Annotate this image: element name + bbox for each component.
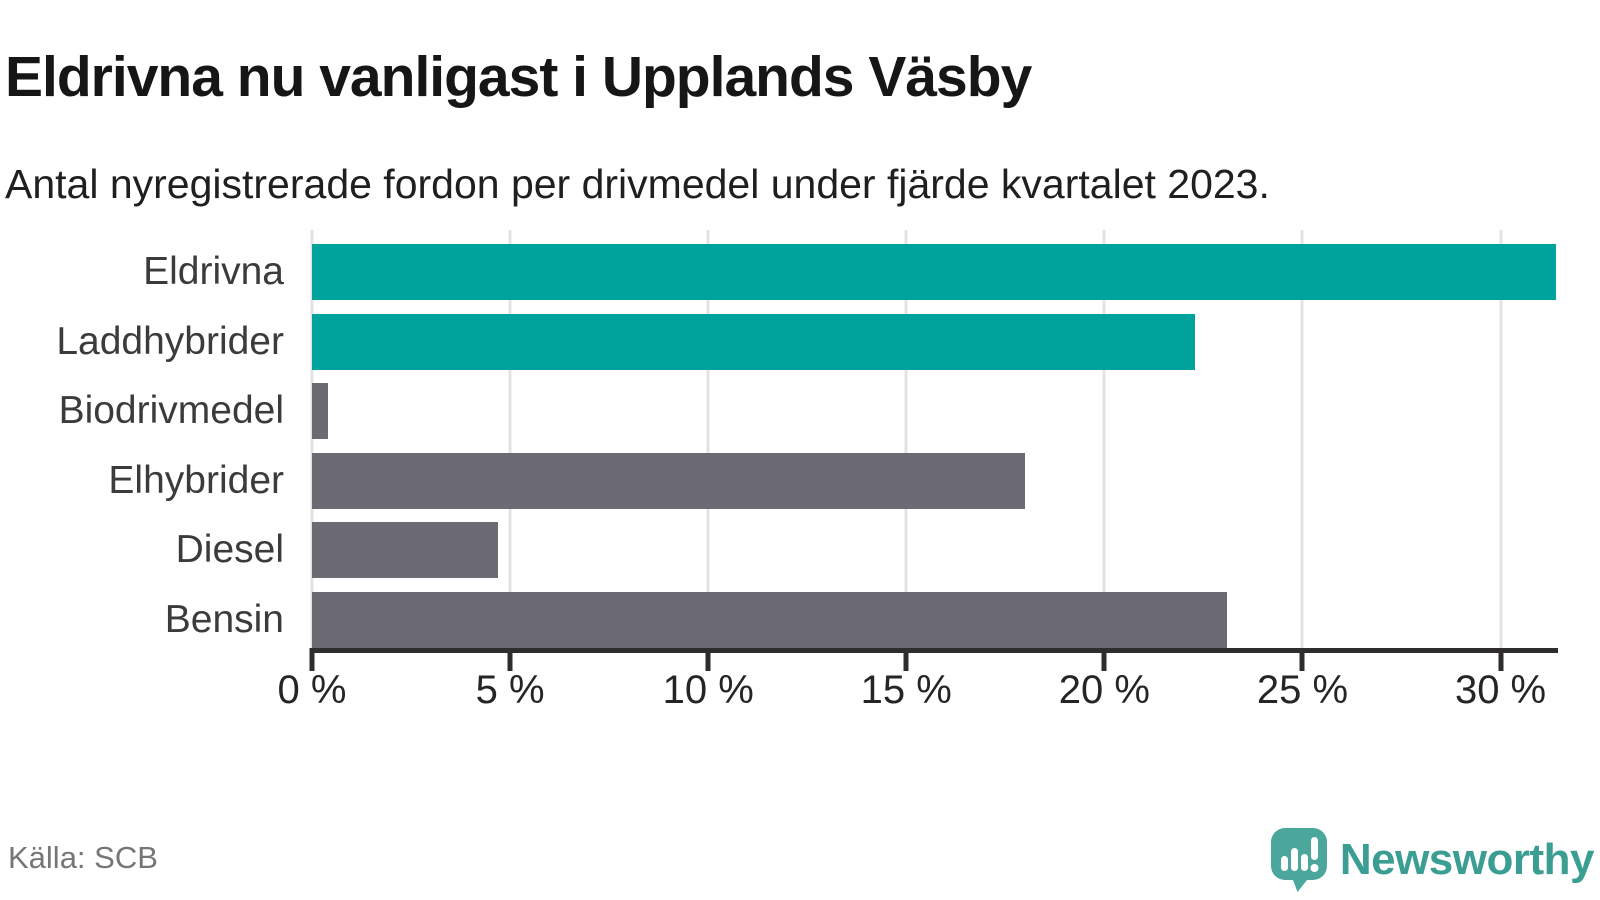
x-tick-20 bbox=[1101, 648, 1107, 671]
x-tick-0 bbox=[309, 648, 315, 671]
bar-bensin bbox=[312, 591, 1228, 648]
x-tick-25 bbox=[1299, 648, 1305, 671]
gridline-15 bbox=[904, 230, 908, 648]
bar-laddhybrider bbox=[312, 313, 1196, 370]
gridline-30 bbox=[1499, 230, 1503, 648]
chart-title: Eldrivna nu vanligast i Upplands Väsby bbox=[5, 45, 1032, 110]
newsworthy-logo: Newsworthy bbox=[1270, 828, 1595, 892]
chart-subtitle: Antal nyregistrerade fordon per drivmede… bbox=[5, 161, 1270, 207]
x-tick-label-10: 10 % bbox=[662, 668, 754, 712]
x-tick-15 bbox=[903, 648, 909, 671]
source-note: Källa: SCB bbox=[8, 840, 158, 875]
bar-diesel bbox=[312, 522, 499, 578]
bar-eldrivna bbox=[312, 244, 1556, 300]
x-tick-label-25: 25 % bbox=[1256, 668, 1349, 712]
category-label-biodrivmedel: Biodrivmedel bbox=[58, 389, 284, 432]
x-tick-label-15: 15 % bbox=[860, 668, 952, 712]
x-tick-label-30: 30 % bbox=[1454, 668, 1547, 712]
gridline-20 bbox=[1102, 230, 1106, 648]
x-tick-30 bbox=[1498, 648, 1504, 671]
gridline-10 bbox=[706, 230, 710, 648]
category-label-laddhybrider: Laddhybrider bbox=[56, 319, 284, 363]
speech-bubble-shape bbox=[1270, 828, 1327, 892]
x-tick-10 bbox=[705, 648, 711, 671]
category-label-bensin: Bensin bbox=[164, 597, 284, 641]
gridline-5 bbox=[508, 230, 512, 648]
category-labels: Eldrivna Laddhybrider Biodrivmedel Elhybrid… bbox=[0, 230, 284, 648]
x-tick-label-0: 0 % bbox=[277, 668, 347, 712]
gridline-25 bbox=[1300, 230, 1304, 648]
bar-elhybrider bbox=[312, 452, 1026, 509]
x-tick-label-5: 5 % bbox=[475, 668, 545, 712]
newsworthy-speech-bubble-bar-chart-icon bbox=[1270, 828, 1327, 892]
x-tick-5 bbox=[507, 648, 513, 671]
brand-name: Newsworthy bbox=[1339, 835, 1595, 884]
bar-biodrivmedel bbox=[312, 383, 328, 439]
category-label-diesel: Diesel bbox=[175, 528, 284, 571]
gridline-0 bbox=[310, 230, 314, 648]
category-label-elhybrider: Elhybrider bbox=[108, 458, 284, 502]
x-tick-label-20: 20 % bbox=[1058, 668, 1150, 712]
plot-area bbox=[310, 230, 1556, 648]
bars-layer bbox=[312, 230, 1556, 648]
x-axis-line bbox=[310, 648, 1558, 653]
category-label-eldrivna: Eldrivna bbox=[143, 250, 284, 293]
